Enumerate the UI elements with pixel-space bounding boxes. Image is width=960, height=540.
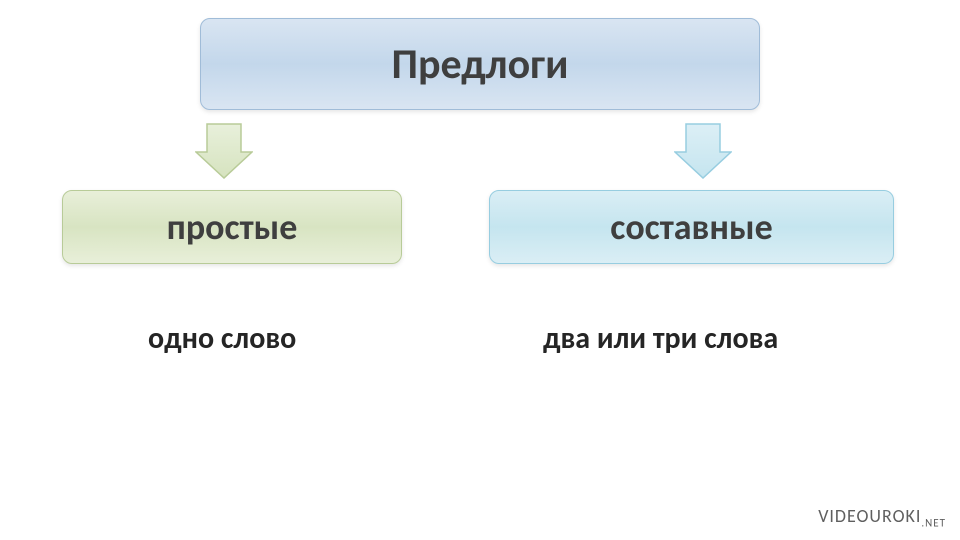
right-branch-text: составные — [610, 205, 772, 249]
right-arrow-icon — [674, 123, 732, 179]
right-branch-box: составные — [489, 190, 894, 264]
watermark-main: VIDEOUROKI — [818, 505, 921, 527]
left-branch-text: простые — [167, 205, 298, 249]
title-box: Предлоги — [200, 18, 760, 110]
right-sublabel: два или три слова — [543, 320, 778, 357]
title-text: Предлоги — [392, 39, 569, 90]
left-branch-box: простые — [62, 190, 402, 264]
watermark: VIDEOUROKI.NET — [818, 505, 946, 530]
left-sublabel: одно слово — [148, 320, 296, 357]
watermark-suffix: .NET — [921, 517, 946, 530]
left-arrow-icon — [195, 123, 253, 179]
